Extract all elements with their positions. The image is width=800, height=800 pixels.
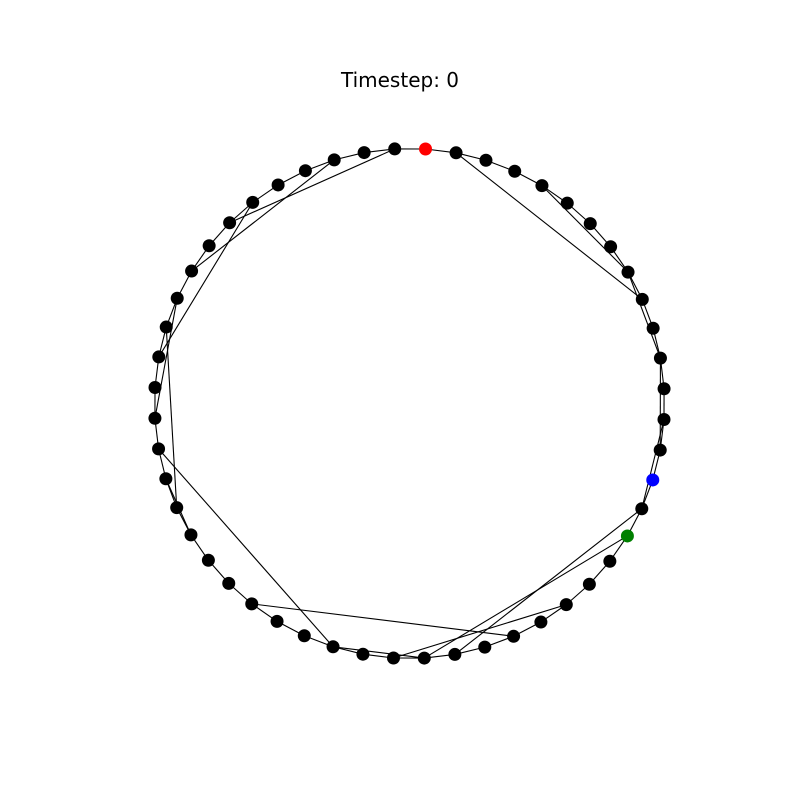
graph-node bbox=[507, 629, 521, 643]
graph-node bbox=[559, 598, 573, 612]
graph-node bbox=[159, 472, 173, 486]
graph-node bbox=[148, 380, 162, 394]
graph-node bbox=[246, 195, 260, 209]
graph-node bbox=[535, 179, 549, 193]
graph-node bbox=[357, 146, 371, 160]
graph-node bbox=[479, 153, 493, 167]
graph-node bbox=[657, 382, 671, 396]
graph-node bbox=[270, 614, 284, 628]
graph-node bbox=[202, 239, 216, 253]
graph-node bbox=[635, 502, 649, 516]
graph-node bbox=[448, 647, 462, 661]
graph-node bbox=[582, 577, 596, 591]
chord-edge bbox=[165, 327, 178, 508]
graph-node bbox=[356, 647, 370, 661]
graph-node bbox=[185, 264, 199, 278]
graph-node bbox=[148, 411, 162, 425]
chord-edge bbox=[191, 159, 335, 272]
graph-node bbox=[297, 629, 311, 643]
graph-node bbox=[603, 554, 617, 568]
chord-edge bbox=[154, 298, 178, 419]
graph-node bbox=[271, 178, 285, 192]
highlighted-node bbox=[620, 529, 634, 543]
chord-edge bbox=[332, 646, 425, 659]
graph-node bbox=[326, 640, 340, 654]
graph-node bbox=[646, 321, 660, 335]
graph-node bbox=[388, 142, 402, 156]
graph-node bbox=[201, 553, 215, 567]
graph-node bbox=[534, 615, 548, 629]
graph-node bbox=[478, 640, 492, 654]
chord-edge bbox=[627, 271, 661, 359]
graph-node bbox=[152, 442, 166, 456]
chord-edge bbox=[251, 603, 514, 637]
graph-node bbox=[170, 291, 184, 305]
chord-edge bbox=[158, 448, 334, 648]
graph-node bbox=[417, 651, 431, 665]
graph-node bbox=[222, 576, 236, 590]
node-layer bbox=[148, 142, 671, 665]
chord-edge bbox=[229, 148, 395, 224]
graph-node bbox=[386, 651, 400, 665]
graph-node bbox=[449, 146, 463, 160]
graph-node bbox=[621, 265, 635, 279]
highlighted-node bbox=[646, 473, 660, 487]
graph-node bbox=[245, 597, 259, 611]
graph-node bbox=[223, 216, 237, 230]
figure-title: Timestep: 0 bbox=[340, 68, 460, 92]
graph-node bbox=[657, 413, 671, 427]
graph-node bbox=[653, 351, 667, 365]
graph-node bbox=[508, 164, 522, 178]
graph-node bbox=[170, 501, 184, 515]
chord-edge bbox=[158, 202, 254, 358]
graph-node bbox=[184, 528, 198, 542]
graph-node bbox=[604, 240, 618, 254]
graph-node bbox=[327, 153, 341, 167]
chord-edge bbox=[541, 185, 629, 273]
graph-node bbox=[560, 196, 574, 210]
chord-edge bbox=[393, 604, 567, 659]
graph-node bbox=[159, 320, 173, 334]
chord-edge bbox=[423, 535, 628, 659]
graph-node bbox=[653, 443, 667, 457]
graph-node bbox=[298, 164, 312, 178]
graph-node bbox=[152, 350, 166, 364]
chord-edge bbox=[455, 152, 643, 300]
graph-node bbox=[635, 292, 649, 306]
chord-edge bbox=[454, 508, 643, 655]
highlighted-node bbox=[419, 142, 433, 156]
graph-node bbox=[583, 217, 597, 231]
